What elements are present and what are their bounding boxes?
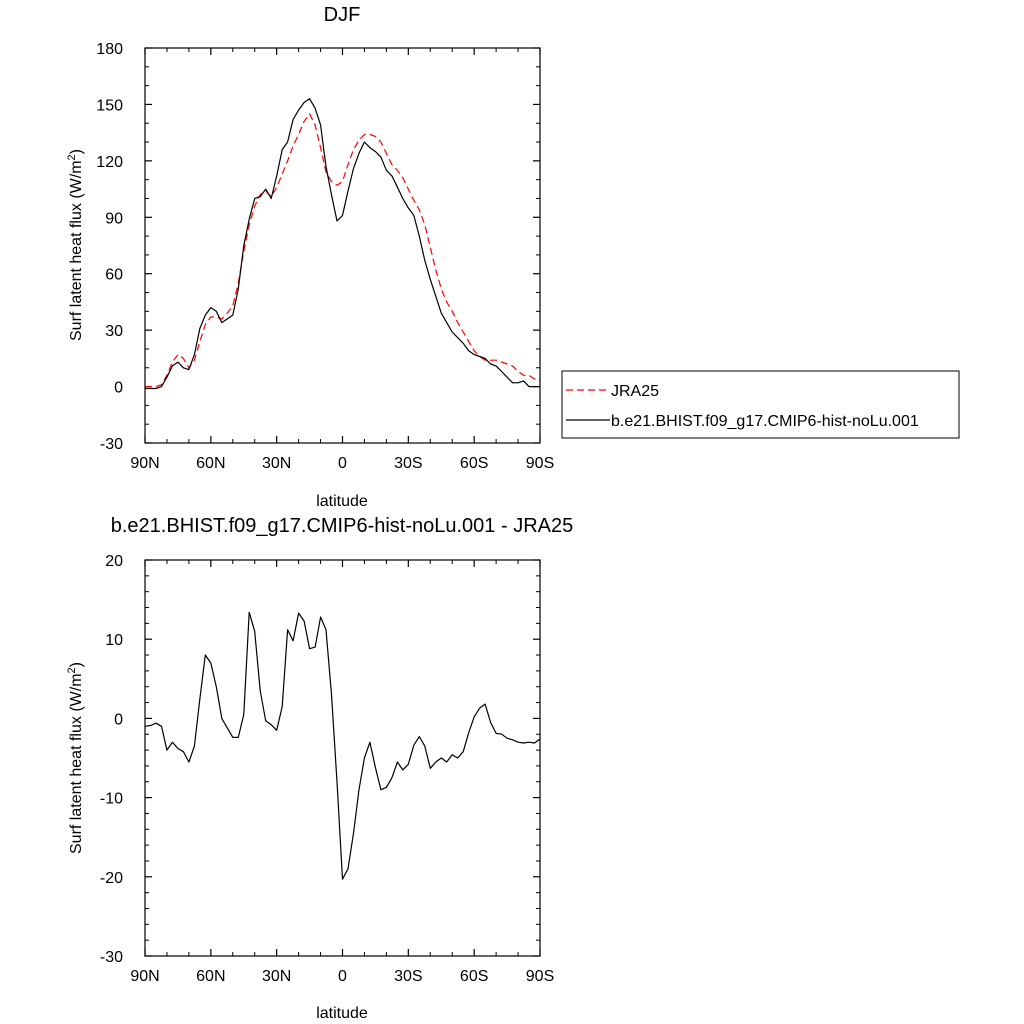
bottom-x-axis-label: latitude <box>316 1005 368 1022</box>
top-y-tick-label: 90 <box>105 210 123 227</box>
top-x-tick-label: 90S <box>526 455 554 472</box>
top-y-axis-label-close: ) <box>68 149 85 154</box>
bottom-y-tick-labels: -30 -20 -10 0 10 20 <box>100 553 123 966</box>
top-x-tick-label: 0 <box>338 455 347 472</box>
bottom-y-axis-label-sup: 2 <box>66 667 78 673</box>
top-x-tick-label: 60S <box>460 455 488 472</box>
top-y-axis-label: Surf latent heat flux (W/m2) <box>66 149 85 341</box>
bottom-x-tick-label: 30N <box>262 968 291 985</box>
top-x-axis-label: latitude <box>316 493 368 510</box>
top-x-tick-label: 90N <box>130 455 159 472</box>
top-panel: DJF 90N 60N 30N 0 30S 60S 90S -30 0 30 60 90 120 150… <box>66 4 554 510</box>
bottom-series-lines <box>144 611 541 880</box>
top-series-line-1 <box>145 98 540 390</box>
bottom-x-tick-label: 90S <box>526 968 554 985</box>
top-x-tick-label: 30N <box>262 455 291 472</box>
top-ticks <box>144 47 541 444</box>
legend-box <box>561 370 960 439</box>
bottom-chart-title: b.e21.BHIST.f09_g17.CMIP6-hist-noLu.001 … <box>111 515 573 537</box>
top-y-tick-label: 150 <box>96 97 123 114</box>
top-chart-title: DJF <box>324 4 361 26</box>
top-x-tick-labels: 90N 60N 30N 0 30S 60S 90S <box>130 455 554 472</box>
bottom-y-axis-label-close: ) <box>68 662 85 667</box>
bottom-x-tick-label: 60N <box>196 968 225 985</box>
top-y-tick-label: -30 <box>100 436 123 453</box>
bottom-y-axis-label-text: Surf latent heat flux (W/m <box>68 673 85 854</box>
top-y-tick-label: 180 <box>96 41 123 58</box>
top-plot-frame <box>144 47 541 444</box>
top-y-axis-label-sup: 2 <box>66 154 78 160</box>
bottom-y-tick-label: -30 <box>100 949 123 966</box>
bottom-y-tick-label: 0 <box>114 711 123 728</box>
bottom-x-tick-label: 60S <box>460 968 488 985</box>
legend-label-model: b.e21.BHIST.f09_g17.CMIP6-hist-noLu.001 <box>611 413 919 430</box>
top-y-tick-labels: -30 0 30 60 90 120 150 180 <box>96 41 123 453</box>
top-y-tick-label: 120 <box>96 154 123 171</box>
bottom-x-tick-label: 90N <box>130 968 159 985</box>
top-y-tick-label: 0 <box>114 380 123 397</box>
bottom-x-tick-label: 30S <box>394 968 422 985</box>
bottom-ticks <box>144 559 541 957</box>
top-y-tick-label: 60 <box>105 267 123 284</box>
top-y-axis-label-text: Surf latent heat flux (W/m <box>68 160 85 341</box>
bottom-y-tick-label: -10 <box>100 791 123 808</box>
bottom-series-line-0 <box>144 611 541 880</box>
bottom-y-axis-label: Surf latent heat flux (W/m2) <box>66 662 85 854</box>
top-series-lines <box>145 98 541 390</box>
bottom-x-tick-labels: 90N 60N 30N 0 30S 60S 90S <box>130 968 554 985</box>
top-y-tick-label: 30 <box>105 323 123 340</box>
top-x-tick-label: 30S <box>394 455 422 472</box>
top-series-line-0 <box>145 113 541 388</box>
bottom-x-tick-label: 0 <box>338 968 347 985</box>
bottom-y-tick-label: 20 <box>105 553 123 570</box>
bottom-y-tick-label: 10 <box>105 632 123 649</box>
legend-label-jra25: JRA25 <box>611 383 659 400</box>
top-x-tick-label: 60N <box>196 455 225 472</box>
legend: JRA25 b.e21.BHIST.f09_g17.CMIP6-hist-noL… <box>561 370 960 439</box>
bottom-panel: b.e21.BHIST.f09_g17.CMIP6-hist-noLu.001 … <box>66 515 573 1022</box>
bottom-plot-frame <box>144 559 541 957</box>
bottom-y-tick-label: -20 <box>100 870 123 887</box>
